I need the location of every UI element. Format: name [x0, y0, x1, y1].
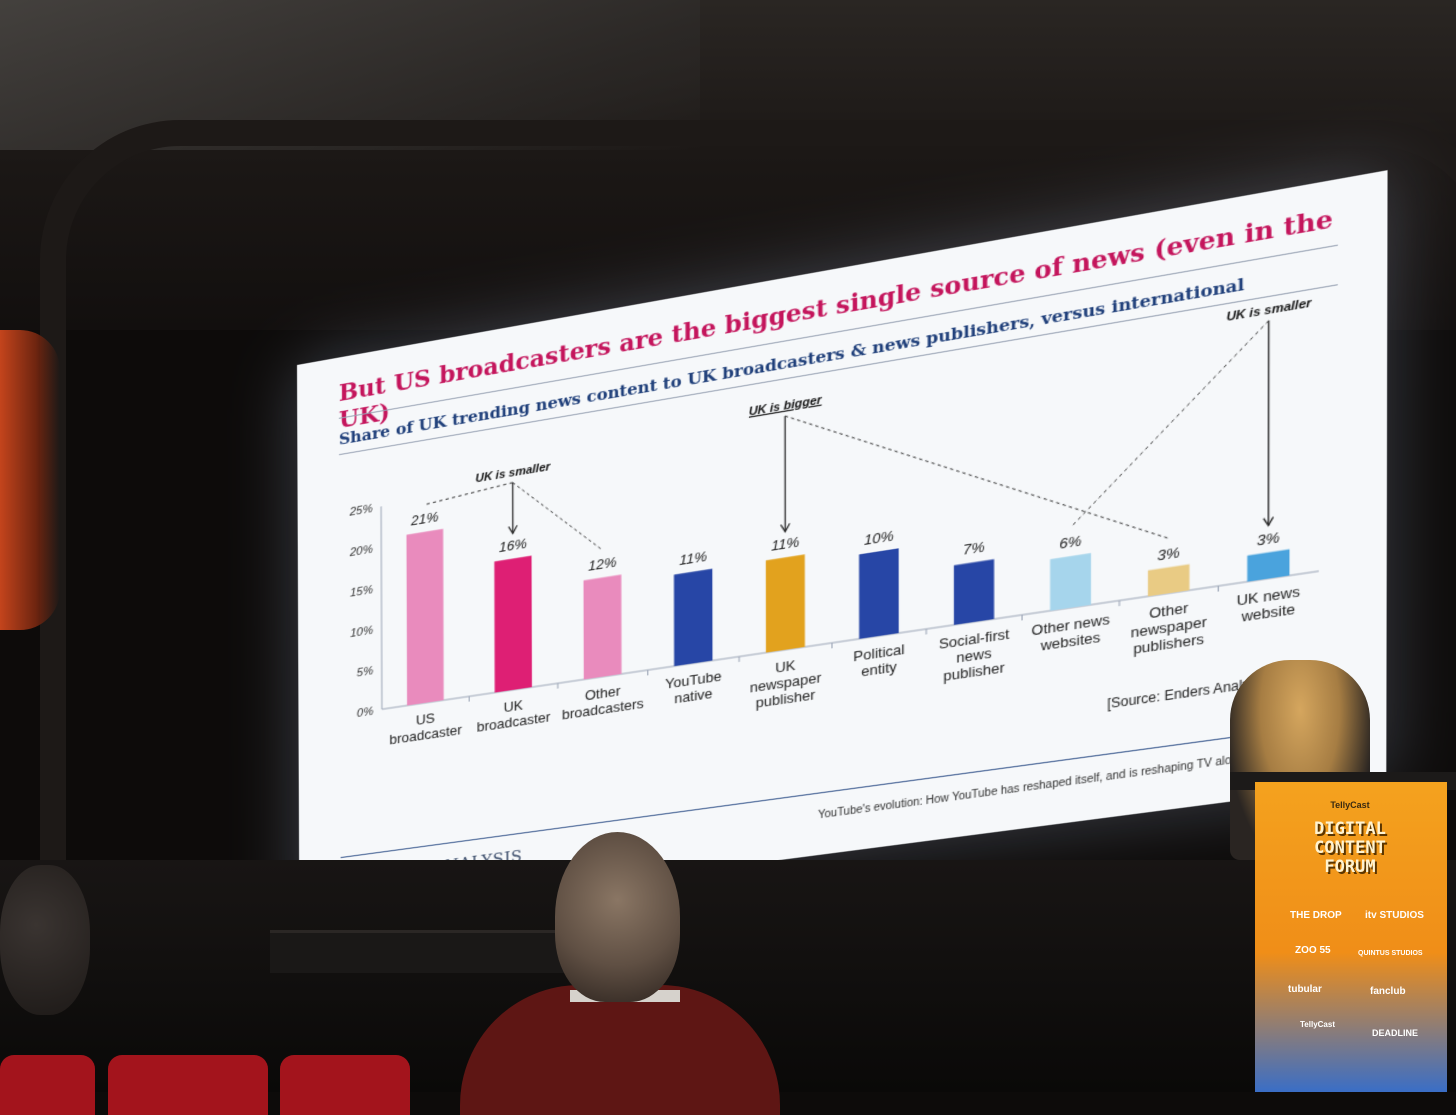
category-label: YouTubenative — [665, 668, 722, 708]
annotation-label: UK is smaller — [475, 461, 550, 486]
category-label-line: publisher — [943, 659, 1005, 684]
bar — [406, 529, 443, 706]
audience-member-left — [0, 865, 90, 1015]
side-orange-light — [0, 330, 60, 630]
data-label: 3% — [1157, 544, 1180, 563]
category-label: UKbroadcaster — [477, 693, 551, 735]
y-tick-label: 0% — [357, 706, 374, 720]
sponsor-logo: itv STUDIOS — [1365, 910, 1424, 921]
y-tick-label: 15% — [350, 584, 373, 600]
podium-title-line: CONTENT — [1280, 839, 1420, 858]
red-seat — [108, 1055, 268, 1115]
podium-brand: TellyCast — [1275, 800, 1425, 810]
podium-title: DIGITAL CONTENT FORUM — [1280, 820, 1420, 877]
podium-title-line: FORUM — [1280, 858, 1420, 877]
data-label: 10% — [864, 528, 894, 548]
bar — [1050, 553, 1091, 611]
sponsor-logo: tubular — [1288, 984, 1322, 995]
category-label: Other newswebsites — [1031, 611, 1110, 655]
y-tick-label: 5% — [357, 665, 374, 680]
data-label: 11% — [679, 549, 707, 569]
category-label: USbroadcaster — [389, 706, 462, 747]
annotation-label: UK is bigger — [749, 394, 823, 419]
sponsor-logo: QUINTUS STUDIOS — [1358, 950, 1423, 957]
sponsor-logo: THE DROP — [1290, 910, 1342, 921]
audience-member-head — [555, 832, 680, 1002]
data-label: 6% — [1059, 533, 1081, 552]
data-label: 7% — [963, 539, 985, 558]
annotation-connector — [1071, 321, 1269, 528]
data-label: 11% — [771, 534, 799, 554]
category-label: Othernewspaperpublishers — [1131, 597, 1208, 658]
bar — [859, 548, 899, 639]
annotation-connector — [425, 483, 513, 505]
y-tick-label: 25% — [349, 503, 373, 519]
category-label: UK newswebsite — [1237, 583, 1301, 625]
sponsor-logo: fanclub — [1370, 986, 1406, 997]
red-seat — [0, 1055, 95, 1115]
y-axis — [381, 506, 382, 709]
bar — [674, 569, 713, 666]
category-label: UKnewspaperpublisher — [750, 653, 822, 711]
sponsor-logo: TellyCast — [1300, 1020, 1335, 1029]
panel-table — [270, 930, 600, 973]
data-label: 12% — [588, 555, 616, 575]
red-seat — [280, 1055, 410, 1115]
data-label: 3% — [1257, 529, 1280, 549]
category-label: Politicalentity — [853, 641, 904, 680]
y-tick-label: 20% — [349, 543, 373, 559]
bar — [583, 575, 621, 680]
data-label: 21% — [410, 509, 439, 529]
data-label: 16% — [499, 536, 527, 556]
sponsor-logo: DEADLINE — [1372, 1028, 1418, 1038]
y-tick-label: 10% — [350, 625, 373, 641]
bar — [766, 554, 805, 652]
category-label: Social-firstnewspublisher — [939, 626, 1010, 685]
sponsor-logo: ZOO 55 — [1295, 945, 1331, 956]
annotation-label: UK is smaller — [1226, 297, 1312, 324]
annotation-connector — [785, 352, 1169, 597]
category-label: Otherbroadcasters — [562, 680, 644, 723]
bar — [954, 559, 994, 625]
podium-title-line: DIGITAL — [1280, 820, 1420, 839]
bar — [494, 556, 532, 693]
